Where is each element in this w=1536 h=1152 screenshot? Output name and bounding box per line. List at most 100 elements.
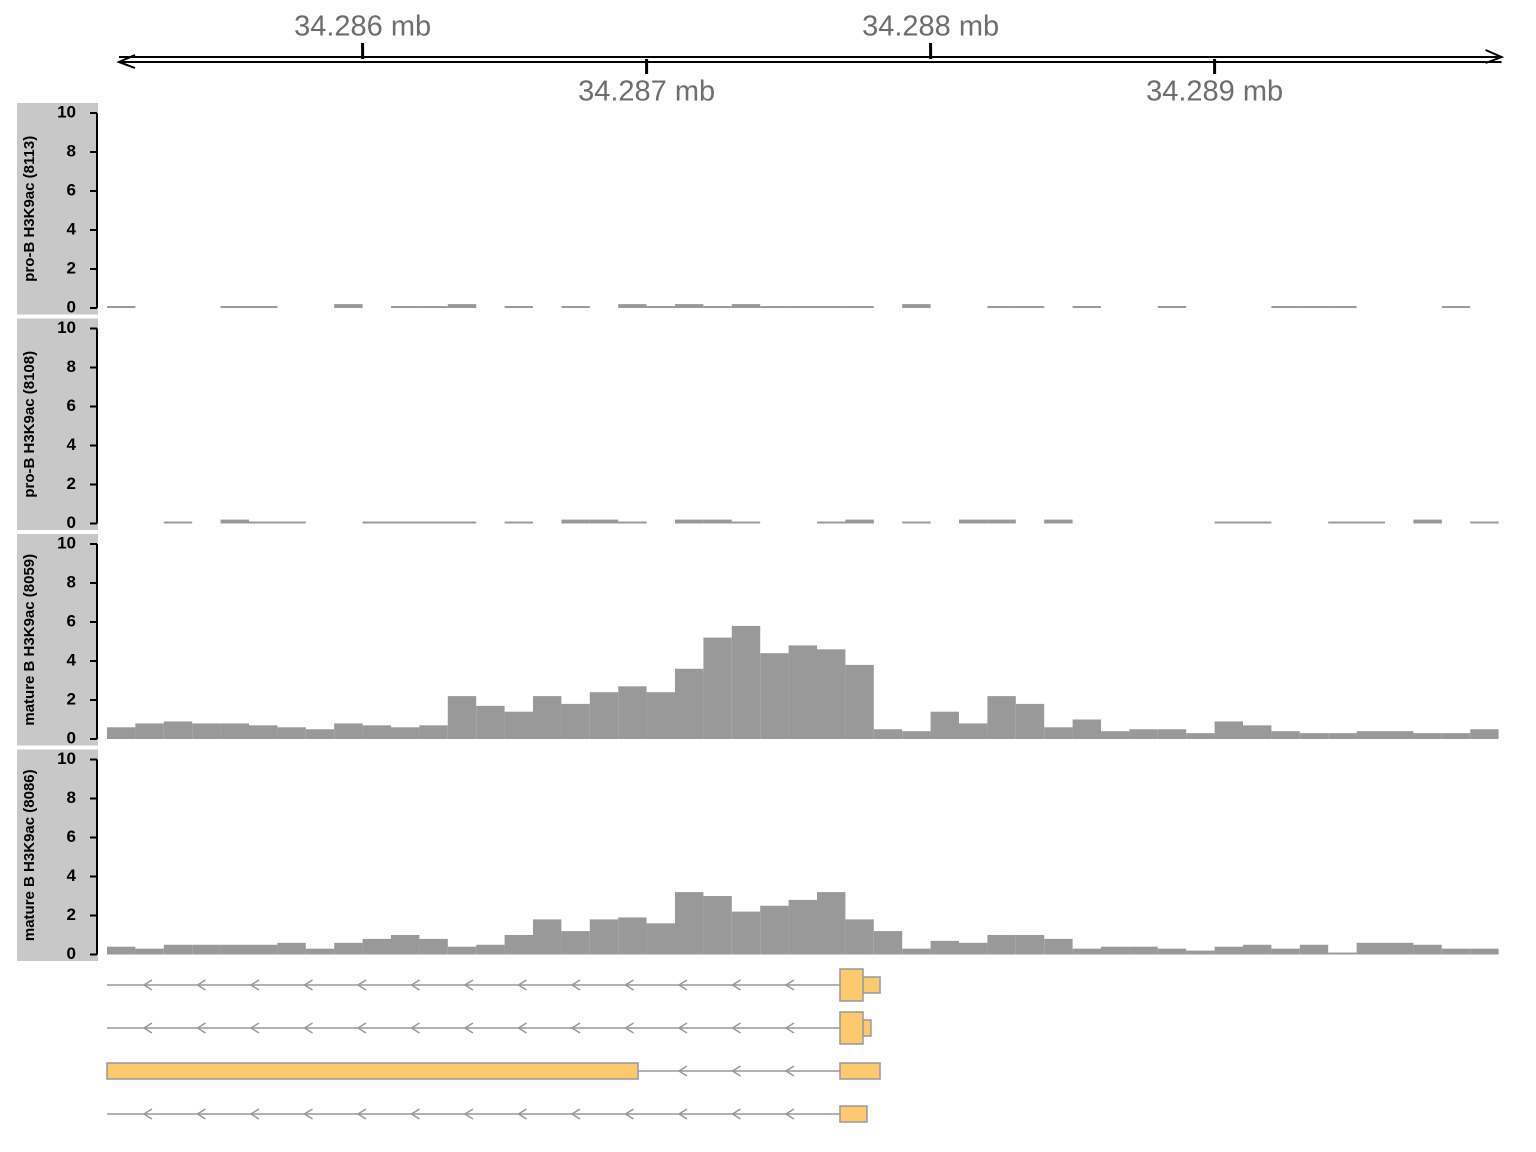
strand-arrow (784, 979, 795, 991)
y-tick-label: 4 (67, 435, 77, 454)
coverage-bar (1072, 719, 1101, 739)
coverage-bar (107, 306, 136, 308)
y-tick-label: 6 (67, 180, 76, 199)
coverage-bar (902, 731, 931, 739)
axis-tick-label: 34.286 mb (294, 11, 431, 43)
strand-arrow (410, 1022, 420, 1034)
coverage-bar (703, 637, 732, 739)
strand-arrow (249, 1022, 260, 1034)
coverage-bar (675, 519, 704, 524)
coverage-bar (646, 692, 675, 739)
coverage-bar (391, 935, 420, 955)
y-tick-label: 10 (57, 102, 76, 121)
coverage-bar (220, 519, 249, 524)
utr-exon (839, 1062, 881, 1080)
coverage-bar (788, 306, 817, 308)
coverage-bar (447, 304, 477, 308)
coverage-bar (1186, 733, 1215, 739)
coverage-bar (618, 521, 647, 524)
track-label-box (17, 534, 98, 746)
coverage-bar (902, 521, 931, 524)
coverage-bar (646, 306, 675, 308)
strand-arrow (517, 1108, 527, 1120)
coverage-bar (249, 306, 278, 308)
y-tick-label: 6 (67, 611, 76, 630)
y-tick-label: 0 (67, 728, 76, 747)
coverage-bar (731, 625, 761, 739)
coverage-bar (1441, 733, 1471, 739)
strand-arrow (303, 1022, 313, 1034)
coverage-bar (447, 521, 477, 524)
strand-arrow (410, 1108, 420, 1120)
coverage-bar (675, 304, 704, 308)
coverage-bar (419, 521, 448, 524)
coverage-bar (1186, 950, 1215, 955)
strand-arrow (142, 979, 153, 991)
coverage-bar (220, 306, 249, 308)
y-tick-label: 8 (67, 357, 76, 376)
coverage-bar (817, 521, 846, 524)
y-tick-label: 8 (67, 141, 76, 160)
strand-arrow (677, 1108, 688, 1120)
coverage-bar (1015, 306, 1045, 308)
coverage-bar (1299, 733, 1329, 739)
coverage-bar (1271, 306, 1300, 308)
utr-exon (839, 1105, 868, 1123)
coverage-bar (760, 905, 789, 955)
coverage-bar (1157, 948, 1187, 955)
y-tick-label: 2 (67, 474, 76, 493)
coverage-bar (1214, 521, 1243, 524)
coverage-bar (1328, 521, 1357, 524)
coverage-bar (1101, 731, 1130, 739)
coverage-bar (391, 727, 420, 739)
strand-arrow (677, 1022, 688, 1034)
coverage-bar (1413, 944, 1442, 955)
y-tick-label: 4 (67, 219, 77, 238)
utr-exon (862, 1019, 872, 1037)
axis-tick-label: 34.289 mb (1146, 76, 1283, 108)
coverage-bar (305, 948, 335, 955)
coverage-bar (391, 521, 420, 524)
y-tick-label: 6 (67, 827, 76, 846)
coverage-bar (618, 686, 647, 739)
coverage-bar (334, 942, 363, 955)
track-label: mature B H3K9ac (8086) (21, 769, 38, 941)
coverage-bar (959, 519, 988, 524)
coverage-bar (1157, 306, 1187, 308)
coverage-bar (1044, 727, 1073, 739)
coverage-bar (1299, 306, 1329, 308)
coverage-bar (618, 917, 647, 955)
coverage-bar (163, 521, 193, 524)
coverage-bar (675, 892, 704, 955)
coverage-bar (334, 304, 363, 308)
y-tick-label: 8 (67, 788, 76, 807)
coverage-bar (334, 723, 363, 739)
coverage-bar (277, 942, 306, 955)
strand-arrow (142, 1108, 153, 1120)
coverage-bar (1129, 729, 1158, 739)
coverage-bar (1072, 306, 1101, 308)
coverage-bar (1441, 306, 1471, 308)
coverage-bar (135, 723, 164, 739)
coverage-bar (1470, 521, 1499, 524)
axis-arrow (1485, 49, 1505, 64)
coverage-bar (419, 725, 448, 739)
coverage-bar (561, 931, 590, 955)
strand-arrow (463, 1022, 474, 1034)
strand-arrow (731, 1022, 741, 1034)
coverage-bar (1101, 946, 1130, 955)
coverage-bar (703, 896, 732, 955)
utr-exon (106, 1062, 639, 1080)
coverage-bar (107, 946, 136, 955)
coverage-bar (959, 723, 988, 739)
coverage-bar (249, 521, 278, 524)
coverage-bar (1299, 944, 1329, 955)
coverage-bar (589, 692, 619, 739)
coverage-bar (504, 306, 533, 308)
coverage-bar (1271, 948, 1300, 955)
coverage-bar (760, 653, 789, 739)
strand-arrow (517, 1022, 527, 1034)
y-tick-label: 10 (57, 318, 76, 337)
coverage-bar (391, 306, 420, 308)
